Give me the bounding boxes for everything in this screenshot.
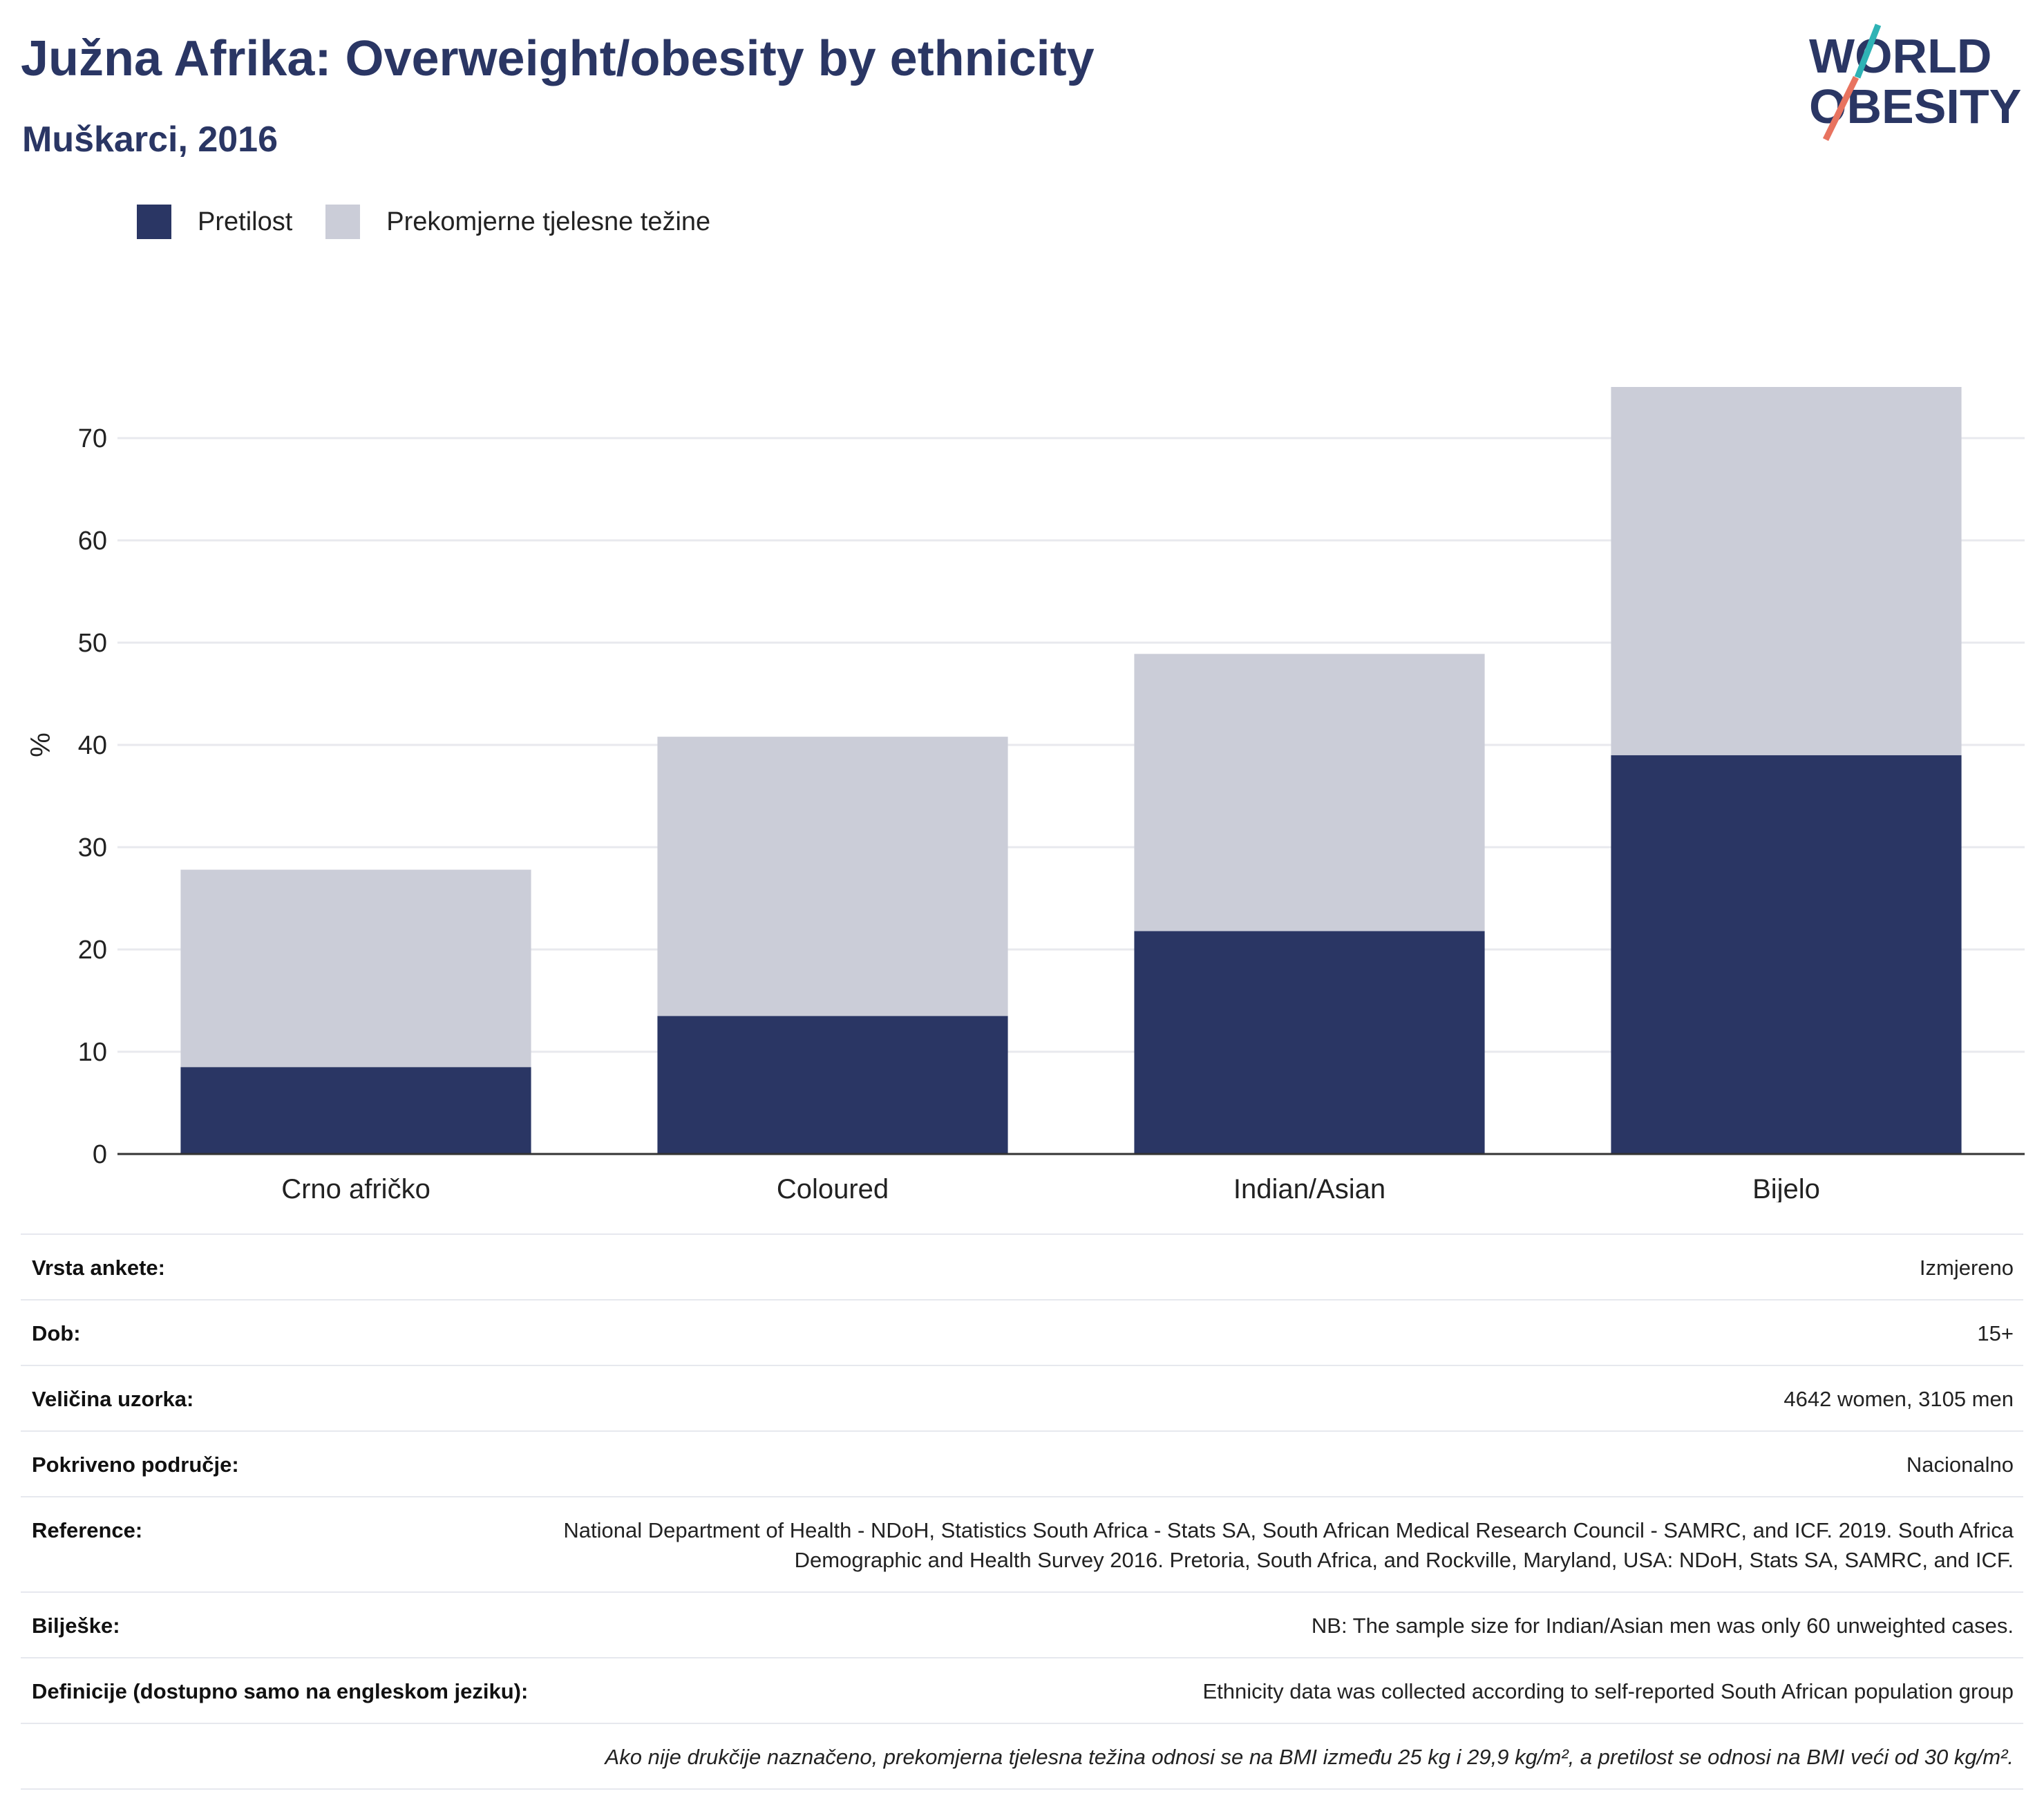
y-tick-label: 0 bbox=[93, 1140, 107, 1169]
bar-obesity bbox=[1611, 755, 1962, 1154]
info-value: Izmjereno bbox=[1919, 1256, 2014, 1280]
logo-slash-teal bbox=[1854, 23, 1882, 79]
info-row-bmi-note: Ako nije drukčije naznačeno, prekomjerna… bbox=[21, 1724, 2023, 1790]
legend-label-obesity: Pretilost bbox=[198, 207, 293, 236]
info-value: 4642 women, 3105 men bbox=[1783, 1387, 2014, 1411]
y-tick-label: 30 bbox=[78, 833, 107, 862]
info-row-references: Reference: National Department of Health… bbox=[21, 1497, 2023, 1593]
y-tick-label: 50 bbox=[78, 629, 107, 658]
x-tick-label: Indian/Asian bbox=[1233, 1174, 1385, 1202]
logo-slash-coral bbox=[1822, 76, 1860, 141]
info-label: Definicije (dostupno samo na engleskom j… bbox=[32, 1679, 529, 1703]
y-tick-label: 20 bbox=[78, 936, 107, 965]
y-tick-label: 10 bbox=[78, 1038, 107, 1067]
info-label: Veličina uzorka: bbox=[32, 1387, 194, 1411]
bar-obesity bbox=[1134, 931, 1485, 1154]
bar-obesity bbox=[180, 1067, 531, 1154]
info-value: National Department of Health - NDoH, St… bbox=[563, 1518, 2014, 1572]
legend-swatch-obesity bbox=[137, 205, 171, 239]
info-row-definitions: Definicije (dostupno samo na engleskom j… bbox=[21, 1658, 2023, 1724]
bar-chart: 0 10 20 30 40 50 60 70% Crno afričko Coloured Indi… bbox=[26, 387, 2025, 1202]
y-tick-label: 70 bbox=[78, 424, 107, 453]
info-value: Nacionalno bbox=[1906, 1453, 2014, 1477]
world-obesity-logo: WORLD OBESITY bbox=[1809, 23, 2021, 141]
bar-overweight bbox=[180, 869, 531, 1068]
info-value: Ethnicity data was collected according t… bbox=[1202, 1679, 2014, 1703]
info-value: 15+ bbox=[1977, 1321, 2014, 1345]
legend-item-obesity[interactable]: Pretilost bbox=[137, 205, 292, 239]
legend-item-overweight[interactable]: Prekomjerne tjelesne težine bbox=[325, 205, 710, 239]
y-axis-label: % bbox=[26, 732, 56, 757]
info-row-sample-size: Veličina uzorka: 4642 women, 3105 men bbox=[21, 1366, 2023, 1432]
info-row-age: Dob: 15+ bbox=[21, 1300, 2023, 1366]
bar-overweight bbox=[1134, 654, 1485, 931]
logo-text-world: WORLD bbox=[1809, 29, 1991, 83]
bar-overweight bbox=[657, 737, 1008, 1016]
page-title: Južna Afrika: Overweight/obesity by ethn… bbox=[21, 31, 1095, 86]
info-row-area-covered: Pokriveno područje: Nacionalno bbox=[21, 1432, 2023, 1497]
page-subtitle: Muškarci, 2016 bbox=[22, 120, 278, 160]
info-value: NB: The sample size for Indian/Asian men… bbox=[1311, 1614, 2014, 1638]
info-row-notes: Bilješke: NB: The sample size for Indian… bbox=[21, 1593, 2023, 1658]
survey-info-table: Vrsta ankete: Izmjereno Dob: 15+ Veličin… bbox=[21, 1233, 2023, 1790]
info-label: Reference: bbox=[32, 1518, 143, 1542]
x-tick-label: Bijelo bbox=[1752, 1174, 1820, 1202]
bar-obesity bbox=[657, 1016, 1008, 1154]
x-tick-label: Crno afričko bbox=[281, 1174, 430, 1202]
info-row-survey-type: Vrsta ankete: Izmjereno bbox=[21, 1233, 2023, 1300]
legend-swatch-overweight bbox=[325, 205, 361, 239]
bar-overweight bbox=[1611, 387, 1962, 755]
bmi-definition-note: Ako nije drukčije naznačeno, prekomjerna… bbox=[605, 1745, 2014, 1769]
info-label: Vrsta ankete: bbox=[32, 1256, 165, 1280]
y-tick-label: 40 bbox=[78, 731, 107, 760]
chart-legend: Pretilost Prekomjerne tjelesne težine bbox=[137, 205, 744, 239]
info-label: Pokriveno područje: bbox=[32, 1453, 239, 1477]
info-label: Bilješke: bbox=[32, 1614, 120, 1638]
y-tick-label: 60 bbox=[78, 527, 107, 556]
legend-label-overweight: Prekomjerne tjelesne težine bbox=[386, 207, 711, 236]
info-label: Dob: bbox=[32, 1321, 81, 1345]
x-tick-label: Coloured bbox=[777, 1174, 889, 1202]
